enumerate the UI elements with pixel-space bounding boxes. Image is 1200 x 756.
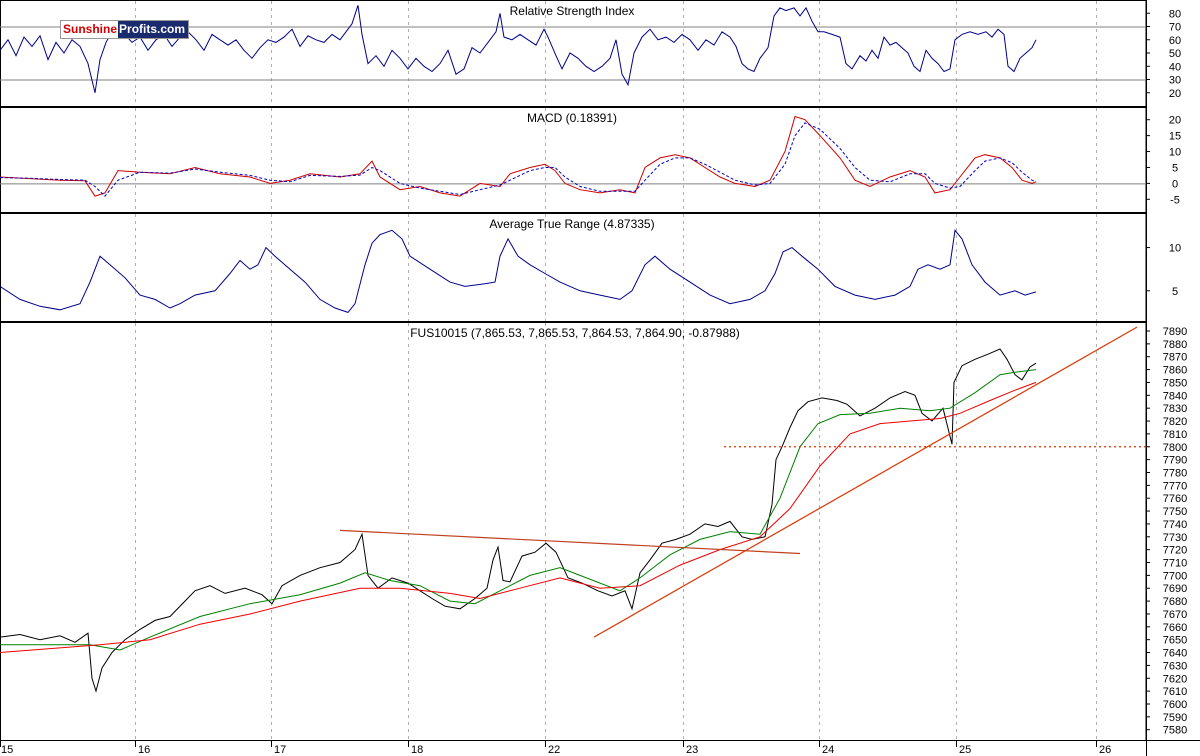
y-tick-label: -5 xyxy=(1170,194,1180,206)
x-tick-label: 18 xyxy=(411,744,423,756)
y-tick-label: 7800 xyxy=(1163,442,1187,454)
y-tick-label: 20 xyxy=(1169,88,1181,100)
panel-title-price: FUS10015 (7,865.53, 7,865.53, 7,864.53, … xyxy=(410,326,740,340)
series-line-price-slow-ma xyxy=(0,381,1037,653)
sunshine-profits-logo: Sunshine Profits.com xyxy=(60,20,190,39)
y-tick-label: 70 xyxy=(1169,22,1181,34)
y-tick-label: 10 xyxy=(1169,243,1181,255)
y-tick-label: 15 xyxy=(1169,131,1181,143)
y-tick-label: 7730 xyxy=(1163,532,1187,544)
y-tick-label: 7620 xyxy=(1163,673,1187,685)
y-tick-label: 7690 xyxy=(1163,583,1187,595)
y-tick-label: 7630 xyxy=(1163,660,1187,672)
y-tick-label: 7770 xyxy=(1163,480,1187,492)
y-tick-label: 5 xyxy=(1172,286,1178,298)
x-tick-label: 15 xyxy=(1,744,13,756)
y-tick-label: 7680 xyxy=(1163,596,1187,608)
y-tick-label: 7780 xyxy=(1163,467,1187,479)
y-tick-label: 7810 xyxy=(1163,429,1187,441)
x-tick-label: 23 xyxy=(686,744,698,756)
panel-frame-macd xyxy=(0,107,1147,213)
y-tick-label: 7710 xyxy=(1163,558,1187,570)
chart-labels: Relative Strength Index20304050607080MAC… xyxy=(0,4,1187,756)
panel-frame-price xyxy=(0,322,1147,741)
y-tick-label: 60 xyxy=(1169,35,1181,47)
trendline xyxy=(339,529,801,555)
y-tick-label: 7840 xyxy=(1163,390,1187,402)
y-tick-label: 7720 xyxy=(1163,545,1187,557)
y-tick-label: 7880 xyxy=(1163,339,1187,351)
series-line-macd-macd xyxy=(0,115,1037,197)
y-tick-label: 7700 xyxy=(1163,570,1187,582)
y-tick-label: 7610 xyxy=(1163,686,1187,698)
y-tick-label: 7890 xyxy=(1163,326,1187,338)
y-tick-label: 80 xyxy=(1169,8,1181,20)
x-tick-label: 25 xyxy=(959,744,971,756)
series-line-price-price xyxy=(0,348,1037,693)
y-tick-label: 50 xyxy=(1169,48,1181,60)
y-tick-label: 7650 xyxy=(1163,635,1187,647)
trendline xyxy=(593,326,1138,638)
x-tick-label: 24 xyxy=(822,744,834,756)
x-tick-label: 17 xyxy=(274,744,286,756)
logo-part1: Sunshine xyxy=(61,21,119,38)
y-tick-label: 7660 xyxy=(1163,622,1187,634)
panel-title-macd: MACD (0.18391) xyxy=(527,111,617,125)
y-tick-label: 7860 xyxy=(1163,365,1187,377)
x-tick-label: 16 xyxy=(138,744,150,756)
y-tick-label: 7760 xyxy=(1163,493,1187,505)
y-tick-label: 7740 xyxy=(1163,519,1187,531)
y-tick-label: 20 xyxy=(1169,115,1181,127)
series-line-macd-signal xyxy=(0,122,1037,197)
y-tick-label: 40 xyxy=(1169,61,1181,73)
y-tick-label: 7670 xyxy=(1163,609,1187,621)
y-tick-label: 7600 xyxy=(1163,699,1187,711)
y-tick-label: 7850 xyxy=(1163,377,1187,389)
y-tick-label: 7590 xyxy=(1163,712,1187,724)
y-tick-label: 7750 xyxy=(1163,506,1187,518)
logo-part2: Profits.com xyxy=(118,21,189,38)
chart-marks xyxy=(0,5,1146,693)
y-tick-label: 5 xyxy=(1172,162,1178,174)
y-tick-label: 7870 xyxy=(1163,352,1187,364)
series-line-atr-main xyxy=(0,229,1037,313)
series-line-price-fast-ma xyxy=(0,369,1037,651)
x-tick-label: 22 xyxy=(548,744,560,756)
y-tick-label: 7580 xyxy=(1163,725,1187,737)
panel-title-rsi: Relative Strength Index xyxy=(510,4,635,18)
panel-title-atr: Average True Range (4.87335) xyxy=(489,217,654,231)
y-tick-label: 30 xyxy=(1169,75,1181,87)
y-tick-label: 7790 xyxy=(1163,455,1187,467)
y-tick-label: 7820 xyxy=(1163,416,1187,428)
y-tick-label: 7830 xyxy=(1163,403,1187,415)
panel-frame-rsi xyxy=(0,0,1147,107)
y-tick-label: 7640 xyxy=(1163,648,1187,660)
y-tick-label: 0 xyxy=(1172,178,1178,190)
x-tick-label: 26 xyxy=(1099,744,1111,756)
y-tick-label: 10 xyxy=(1169,147,1181,159)
